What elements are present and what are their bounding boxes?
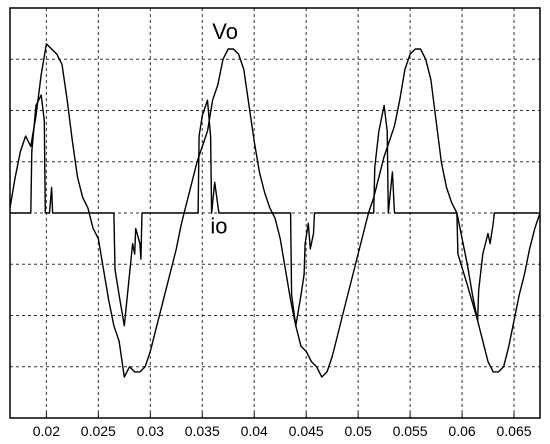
plot-frame	[9, 7, 541, 419]
x-tick-label: 0.03	[137, 423, 164, 439]
x-tick-label: 0.055	[393, 423, 428, 439]
x-tick-label: 0.04	[241, 423, 268, 439]
x-tick-label: 0.06	[448, 423, 475, 439]
annotation-io: io	[210, 214, 227, 239]
x-tick-label: 0.02	[33, 423, 60, 439]
x-tick-label: 0.045	[289, 423, 324, 439]
x-tick-label: 0.065	[496, 423, 531, 439]
series-layer	[9, 43, 541, 378]
series-line-io	[10, 94, 540, 327]
annotation-layer: Vo io	[210, 19, 238, 239]
x-tick-label: 0.035	[185, 423, 220, 439]
x-tick-label: 0.025	[81, 423, 116, 439]
x-tick-layer: 0.02 0.025 0.03 0.035 0.04 0.045 0.05 0.055 0.06…	[33, 413, 532, 439]
annotation-Vo: Vo	[212, 19, 238, 44]
series-line-Vo	[9, 43, 541, 378]
x-tick-label: 0.05	[345, 423, 372, 439]
